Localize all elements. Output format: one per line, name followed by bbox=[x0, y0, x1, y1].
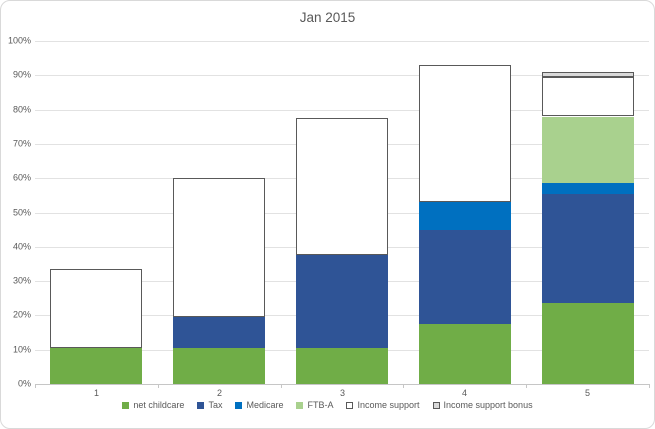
gridline-100 bbox=[35, 41, 649, 42]
x-axis-label-5: 5 bbox=[584, 388, 590, 398]
y-axis-label-30: 30% bbox=[12, 275, 31, 286]
legend: net childcare Tax Medicare FTB-A Income supp… bbox=[1, 400, 654, 410]
legend-item-medicare[interactable]: Medicare bbox=[235, 400, 283, 410]
bar-5-segment-medicare[interactable] bbox=[542, 183, 634, 194]
legend-swatch-income-support-icon bbox=[346, 401, 354, 409]
legend-label-tax: Tax bbox=[208, 400, 223, 410]
bar-3-segment-net-childcare[interactable] bbox=[296, 348, 388, 384]
y-axis-label-90: 90% bbox=[12, 69, 31, 80]
x-axis-tick bbox=[649, 384, 650, 388]
y-axis-label-10: 10% bbox=[12, 344, 31, 355]
x-axis-label-4: 4 bbox=[461, 388, 467, 398]
legend-swatch-tax-icon bbox=[197, 401, 205, 409]
gridline-90 bbox=[35, 75, 649, 76]
bar-3-segment-tax[interactable] bbox=[296, 255, 388, 348]
x-axis-tick bbox=[281, 384, 282, 388]
x-axis-line bbox=[35, 384, 649, 385]
legend-item-income-support[interactable]: Income support bbox=[346, 400, 420, 410]
legend-swatch-income-support-bonus-icon bbox=[432, 401, 440, 409]
y-axis-label-20: 20% bbox=[12, 309, 31, 320]
x-axis-tick bbox=[35, 384, 36, 388]
x-axis-tick bbox=[158, 384, 159, 388]
chart-title[interactable]: Jan 2015 bbox=[299, 10, 356, 25]
bar-4-segment-income-support[interactable] bbox=[419, 65, 511, 203]
legend-item-net-childcare[interactable]: net childcare bbox=[122, 400, 184, 410]
y-axis-label-50: 50% bbox=[12, 207, 31, 218]
x-axis-label-2: 2 bbox=[216, 388, 222, 398]
gridline-80 bbox=[35, 110, 649, 111]
legend-swatch-ftb-a-icon bbox=[296, 401, 304, 409]
bar-3-segment-income-support[interactable] bbox=[296, 118, 388, 256]
bar-2-segment-tax[interactable] bbox=[173, 317, 265, 348]
bar-4-segment-net-childcare[interactable] bbox=[419, 324, 511, 384]
legend-label-net-childcare: net childcare bbox=[133, 400, 185, 410]
bar-2-segment-income-support[interactable] bbox=[173, 178, 265, 318]
x-axis-tick bbox=[403, 384, 404, 388]
y-axis-label-80: 80% bbox=[12, 104, 31, 115]
y-axis-label-40: 40% bbox=[12, 241, 31, 252]
bar-5-segment-net-childcare[interactable] bbox=[542, 303, 634, 384]
legend-label-medicare: Medicare bbox=[246, 400, 284, 410]
x-axis-tick bbox=[526, 384, 527, 388]
legend-item-tax[interactable]: Tax bbox=[197, 400, 222, 410]
bar-4-segment-medicare[interactable] bbox=[419, 202, 511, 230]
bar-1-segment-income-support[interactable] bbox=[50, 269, 142, 348]
legend-label-income-support: Income support bbox=[357, 400, 420, 410]
bar-5-segment-income-support[interactable] bbox=[542, 77, 634, 117]
bar-2-segment-net-childcare[interactable] bbox=[173, 348, 265, 384]
x-axis-label-1: 1 bbox=[93, 388, 99, 398]
x-axis-label-3: 3 bbox=[339, 388, 345, 398]
legend-item-ftb-a[interactable]: FTB-A bbox=[296, 400, 333, 410]
y-axis-label-100: 100% bbox=[7, 35, 31, 46]
legend-item-income-support-bonus[interactable]: Income support bonus bbox=[432, 400, 533, 410]
legend-label-income-support-bonus: Income support bonus bbox=[443, 400, 533, 410]
legend-swatch-medicare-icon bbox=[235, 401, 243, 409]
legend-label-ftb-a: FTB-A bbox=[307, 400, 334, 410]
y-axis-label-0: 0% bbox=[17, 378, 31, 389]
bar-1-segment-net-childcare[interactable] bbox=[50, 348, 142, 384]
bar-4-segment-tax[interactable] bbox=[419, 229, 511, 324]
y-axis-label-60: 60% bbox=[12, 172, 31, 183]
bar-5-segment-tax[interactable] bbox=[542, 193, 634, 304]
bar-5-segment-income-support-bonus[interactable] bbox=[542, 71, 634, 77]
y-axis-label-70: 70% bbox=[12, 138, 31, 149]
legend-swatch-net-childcare-icon bbox=[122, 401, 130, 409]
bar-5-segment-ftb-a[interactable] bbox=[542, 116, 634, 184]
